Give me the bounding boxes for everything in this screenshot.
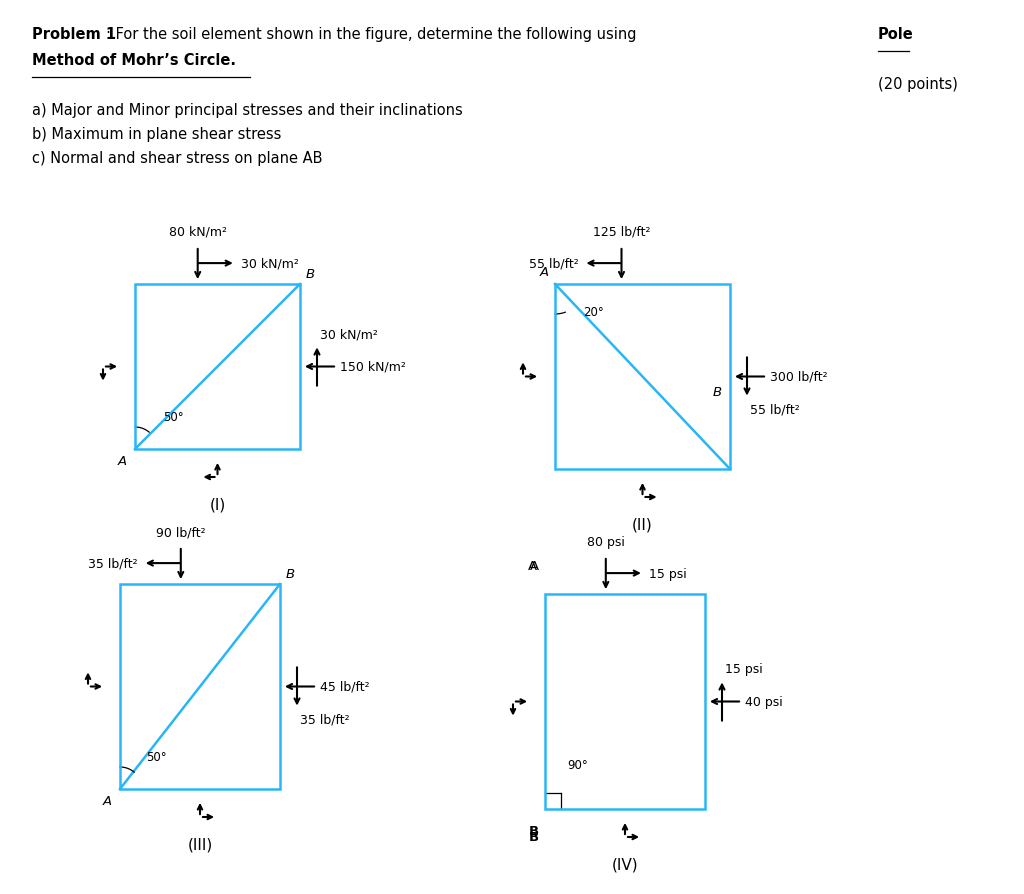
Bar (555, 284, 730, 469)
Text: B: B (306, 267, 315, 281)
Text: A: A (118, 454, 127, 468)
Text: Pole: Pole (878, 27, 913, 42)
Text: 55 lb/ft²: 55 lb/ft² (750, 403, 800, 416)
Text: A: A (102, 794, 112, 807)
Text: B: B (713, 385, 722, 399)
Text: 40 psi: 40 psi (745, 696, 782, 708)
Text: B: B (528, 831, 539, 844)
Text: (III): (III) (187, 837, 213, 852)
Text: 90 lb/ft²: 90 lb/ft² (156, 526, 206, 538)
Text: 125 lb/ft²: 125 lb/ft² (593, 226, 650, 239)
Text: 150 kN/m²: 150 kN/m² (340, 360, 406, 374)
Text: c) Normal and shear stress on plane AB: c) Normal and shear stress on plane AB (32, 151, 323, 165)
Text: a) Major and Minor principal stresses and their inclinations: a) Major and Minor principal stresses an… (32, 103, 463, 118)
Bar (135, 284, 300, 450)
Text: (I): (I) (209, 497, 225, 512)
Text: 30 kN/m²: 30 kN/m² (241, 257, 299, 270)
Text: 45 lb/ft²: 45 lb/ft² (319, 680, 370, 693)
Text: A: A (540, 266, 549, 279)
Text: 80 kN/m²: 80 kN/m² (169, 226, 226, 239)
Text: 55 lb/ft²: 55 lb/ft² (528, 257, 579, 270)
Text: 20°: 20° (583, 306, 604, 319)
Text: B: B (286, 568, 295, 580)
Text: 15 psi: 15 psi (725, 662, 763, 676)
Text: 30 kN/m²: 30 kN/m² (319, 328, 378, 342)
Text: (IV): (IV) (611, 856, 638, 872)
Text: 50°: 50° (146, 750, 167, 763)
Text: 80 psi: 80 psi (587, 536, 625, 548)
Text: Problem 1: Problem 1 (32, 27, 116, 42)
Bar (120, 585, 280, 789)
Text: Method of Mohr’s Circle.: Method of Mohr’s Circle. (32, 53, 236, 68)
Text: B: B (528, 824, 539, 838)
Text: 300 lb/ft²: 300 lb/ft² (770, 371, 827, 384)
Text: 15 psi: 15 psi (649, 567, 686, 580)
Text: 35 lb/ft²: 35 lb/ft² (300, 713, 349, 726)
Text: A: A (529, 560, 539, 573)
Text: b) Maximum in plane shear stress: b) Maximum in plane shear stress (32, 127, 282, 142)
Bar (545, 595, 705, 809)
Text: 50°: 50° (163, 410, 183, 424)
Text: 90°: 90° (567, 758, 588, 772)
Text: (20 points): (20 points) (878, 77, 957, 92)
Text: (II): (II) (632, 517, 653, 532)
Text: : For the soil element shown in the figure, determine the following using: : For the soil element shown in the figu… (106, 27, 642, 42)
Text: 35 lb/ft²: 35 lb/ft² (88, 557, 138, 570)
Text: A: A (528, 560, 537, 573)
